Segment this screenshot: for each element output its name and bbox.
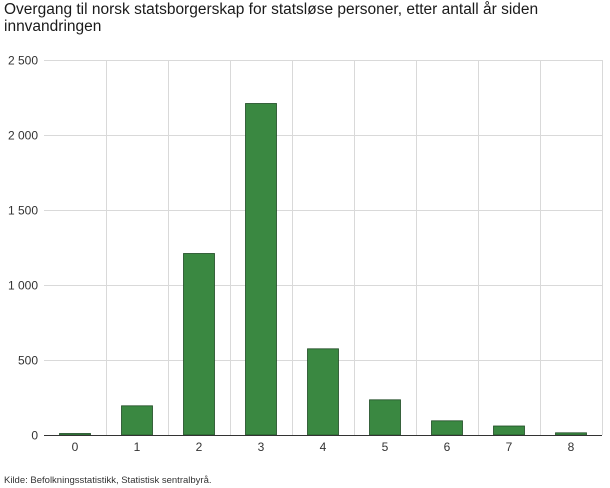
x-tick-label: 2 <box>196 440 203 454</box>
x-tick-label: 0 <box>72 440 79 454</box>
y-tick-label: 2 500 <box>8 54 38 68</box>
bar <box>307 348 339 436</box>
bar <box>245 103 277 436</box>
grid-layer <box>44 60 603 435</box>
x-tick-label: 7 <box>506 440 513 454</box>
bar <box>431 420 463 436</box>
y-tick-label: 1 000 <box>8 279 38 293</box>
x-tick-label: 6 <box>444 440 451 454</box>
chart-title: Overgang til norsk statsborgerskap for s… <box>4 1 539 35</box>
bar <box>555 432 587 436</box>
source-note: Kilde: Befolkningsstatistikk, Statistisk… <box>4 475 212 486</box>
x-tick-label: 8 <box>568 440 575 454</box>
x-tick-label: 1 <box>134 440 141 454</box>
x-tick-label: 5 <box>382 440 389 454</box>
y-tick-label: 1 500 <box>8 204 38 218</box>
bar <box>493 425 525 436</box>
bar <box>121 405 153 436</box>
bar <box>59 433 91 436</box>
y-tick-label: 500 <box>18 354 38 368</box>
bars-layer <box>59 103 587 436</box>
bar <box>183 253 215 436</box>
y-tick-label: 2 000 <box>8 129 38 143</box>
bar <box>369 399 401 436</box>
x-tick-label: 3 <box>258 440 265 454</box>
x-tick-label: 4 <box>320 440 327 454</box>
labels-layer: 0 500 1 000 1 500 2 000 2 500 0 1 2 3 4 5 6 7 8 <box>8 54 575 455</box>
y-tick-label: 0 <box>31 429 38 443</box>
